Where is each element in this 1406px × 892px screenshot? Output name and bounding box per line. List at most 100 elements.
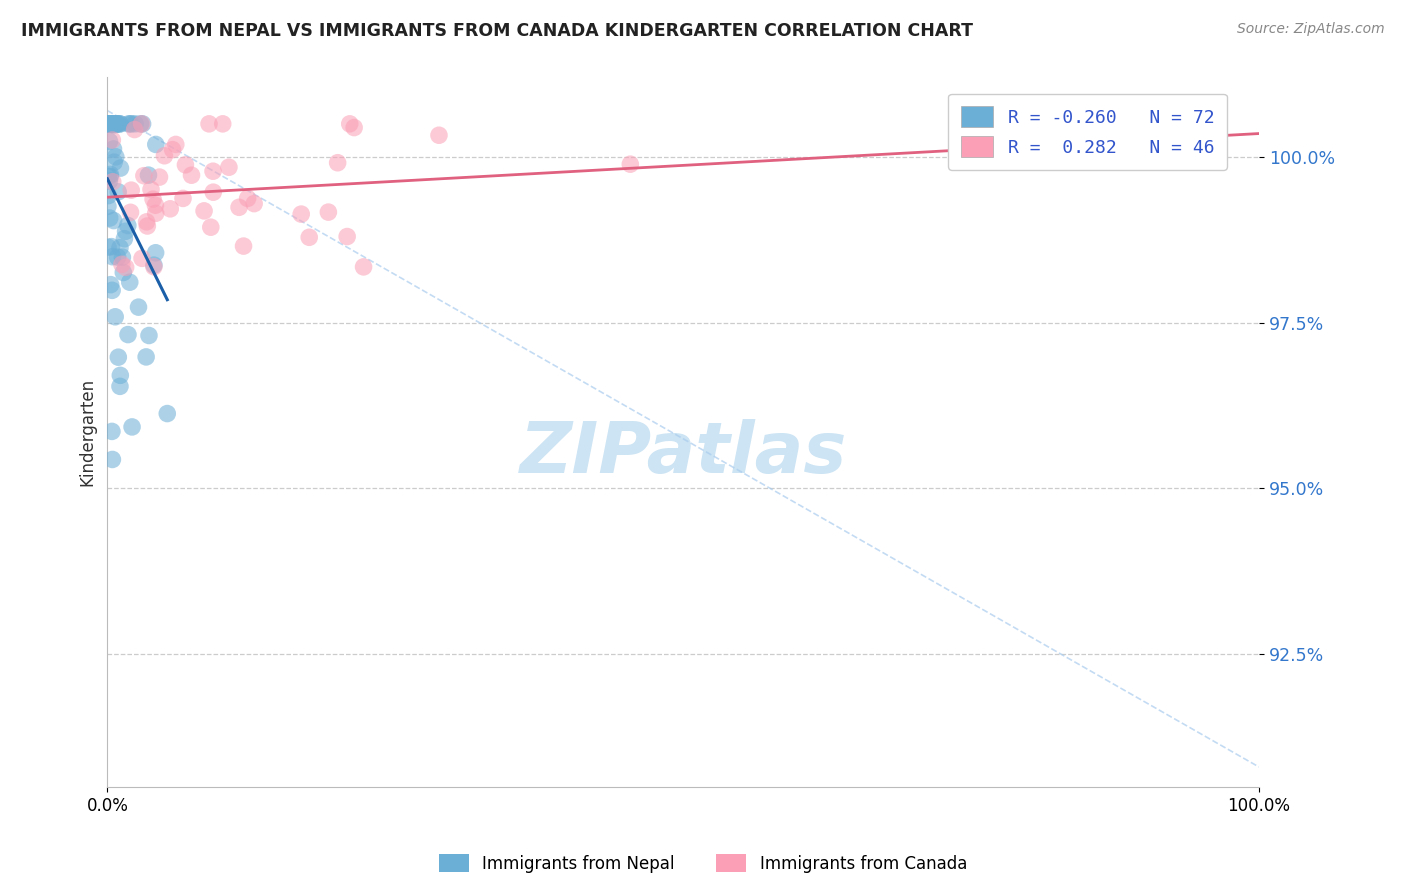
Point: [138, 168, 160, 182]
Point: [110, 161, 132, 175]
Point: [103, 142, 125, 156]
Point: [159, 202, 181, 216]
Point: [100, 117, 122, 131]
Point: [318, 205, 340, 219]
Point: [172, 191, 194, 205]
Point: [228, 200, 250, 214]
Legend: Immigrants from Nepal, Immigrants from Canada: Immigrants from Nepal, Immigrants from C…: [432, 847, 974, 880]
Point: [103, 118, 125, 132]
Point: [101, 283, 124, 297]
Point: [101, 175, 124, 189]
Point: [101, 425, 124, 439]
Point: [118, 275, 141, 289]
Point: [98, 174, 121, 188]
Text: IMMIGRANTS FROM NEPAL VS IMMIGRANTS FROM CANADA KINDERGARTEN CORRELATION CHART: IMMIGRANTS FROM NEPAL VS IMMIGRANTS FROM…: [21, 22, 973, 40]
Point: [100, 117, 122, 131]
Point: [180, 168, 202, 182]
Point: [145, 137, 167, 152]
Point: [136, 219, 159, 233]
Point: [200, 220, 222, 235]
Point: [97, 117, 120, 131]
Point: [104, 117, 127, 131]
Point: [120, 205, 142, 219]
Point: [135, 350, 157, 364]
Point: [124, 122, 146, 136]
Point: [97, 188, 120, 202]
Point: [131, 252, 153, 266]
Point: [101, 117, 124, 131]
Point: [142, 260, 165, 274]
Point: [162, 143, 184, 157]
Y-axis label: Kindergarten: Kindergarten: [79, 378, 96, 486]
Point: [211, 117, 233, 131]
Point: [353, 260, 375, 274]
Point: [107, 350, 129, 364]
Point: [135, 215, 157, 229]
Point: [326, 155, 349, 169]
Point: [243, 196, 266, 211]
Point: [290, 207, 312, 221]
Text: Source: ZipAtlas.com: Source: ZipAtlas.com: [1237, 22, 1385, 37]
Point: [120, 183, 142, 197]
Point: [156, 407, 179, 421]
Point: [202, 185, 225, 199]
Point: [132, 169, 155, 183]
Point: [100, 117, 122, 131]
Point: [103, 213, 125, 227]
Point: [117, 327, 139, 342]
Point: [124, 117, 146, 131]
Point: [129, 117, 152, 131]
Point: [131, 117, 153, 131]
Point: [97, 117, 120, 131]
Point: [114, 260, 136, 275]
Point: [98, 211, 121, 225]
Point: [97, 169, 120, 184]
Point: [143, 258, 166, 272]
Point: [108, 117, 131, 131]
Point: [165, 137, 187, 152]
Point: [98, 117, 121, 131]
Point: [98, 117, 121, 131]
Point: [120, 117, 142, 131]
Point: [100, 168, 122, 182]
Point: [343, 120, 366, 135]
Point: [107, 185, 129, 199]
Point: [108, 241, 131, 255]
Point: [202, 164, 225, 178]
Point: [112, 232, 135, 246]
Point: [148, 170, 170, 185]
Point: [121, 117, 143, 131]
Point: [101, 117, 124, 131]
Point: [153, 149, 176, 163]
Point: [174, 158, 197, 172]
Point: [108, 117, 131, 131]
Point: [104, 150, 127, 164]
Point: [98, 134, 121, 148]
Point: [101, 250, 124, 264]
Point: [112, 265, 135, 279]
Point: [232, 239, 254, 253]
Point: [105, 117, 128, 131]
Point: [98, 117, 121, 131]
Point: [98, 117, 121, 131]
Point: [105, 117, 128, 131]
Point: [298, 230, 321, 244]
Point: [101, 133, 124, 147]
Point: [121, 420, 143, 434]
Point: [100, 277, 122, 292]
Point: [110, 368, 132, 383]
Point: [138, 328, 160, 343]
Point: [145, 245, 167, 260]
Point: [139, 182, 162, 196]
Text: ZIPatlas: ZIPatlas: [519, 419, 846, 488]
Point: [107, 117, 129, 131]
Point: [101, 117, 124, 131]
Point: [97, 199, 120, 213]
Point: [128, 300, 150, 314]
Point: [98, 169, 121, 184]
Point: [117, 219, 139, 233]
Point: [104, 310, 127, 324]
Point: [107, 250, 129, 264]
Point: [114, 224, 136, 238]
Point: [108, 379, 131, 393]
